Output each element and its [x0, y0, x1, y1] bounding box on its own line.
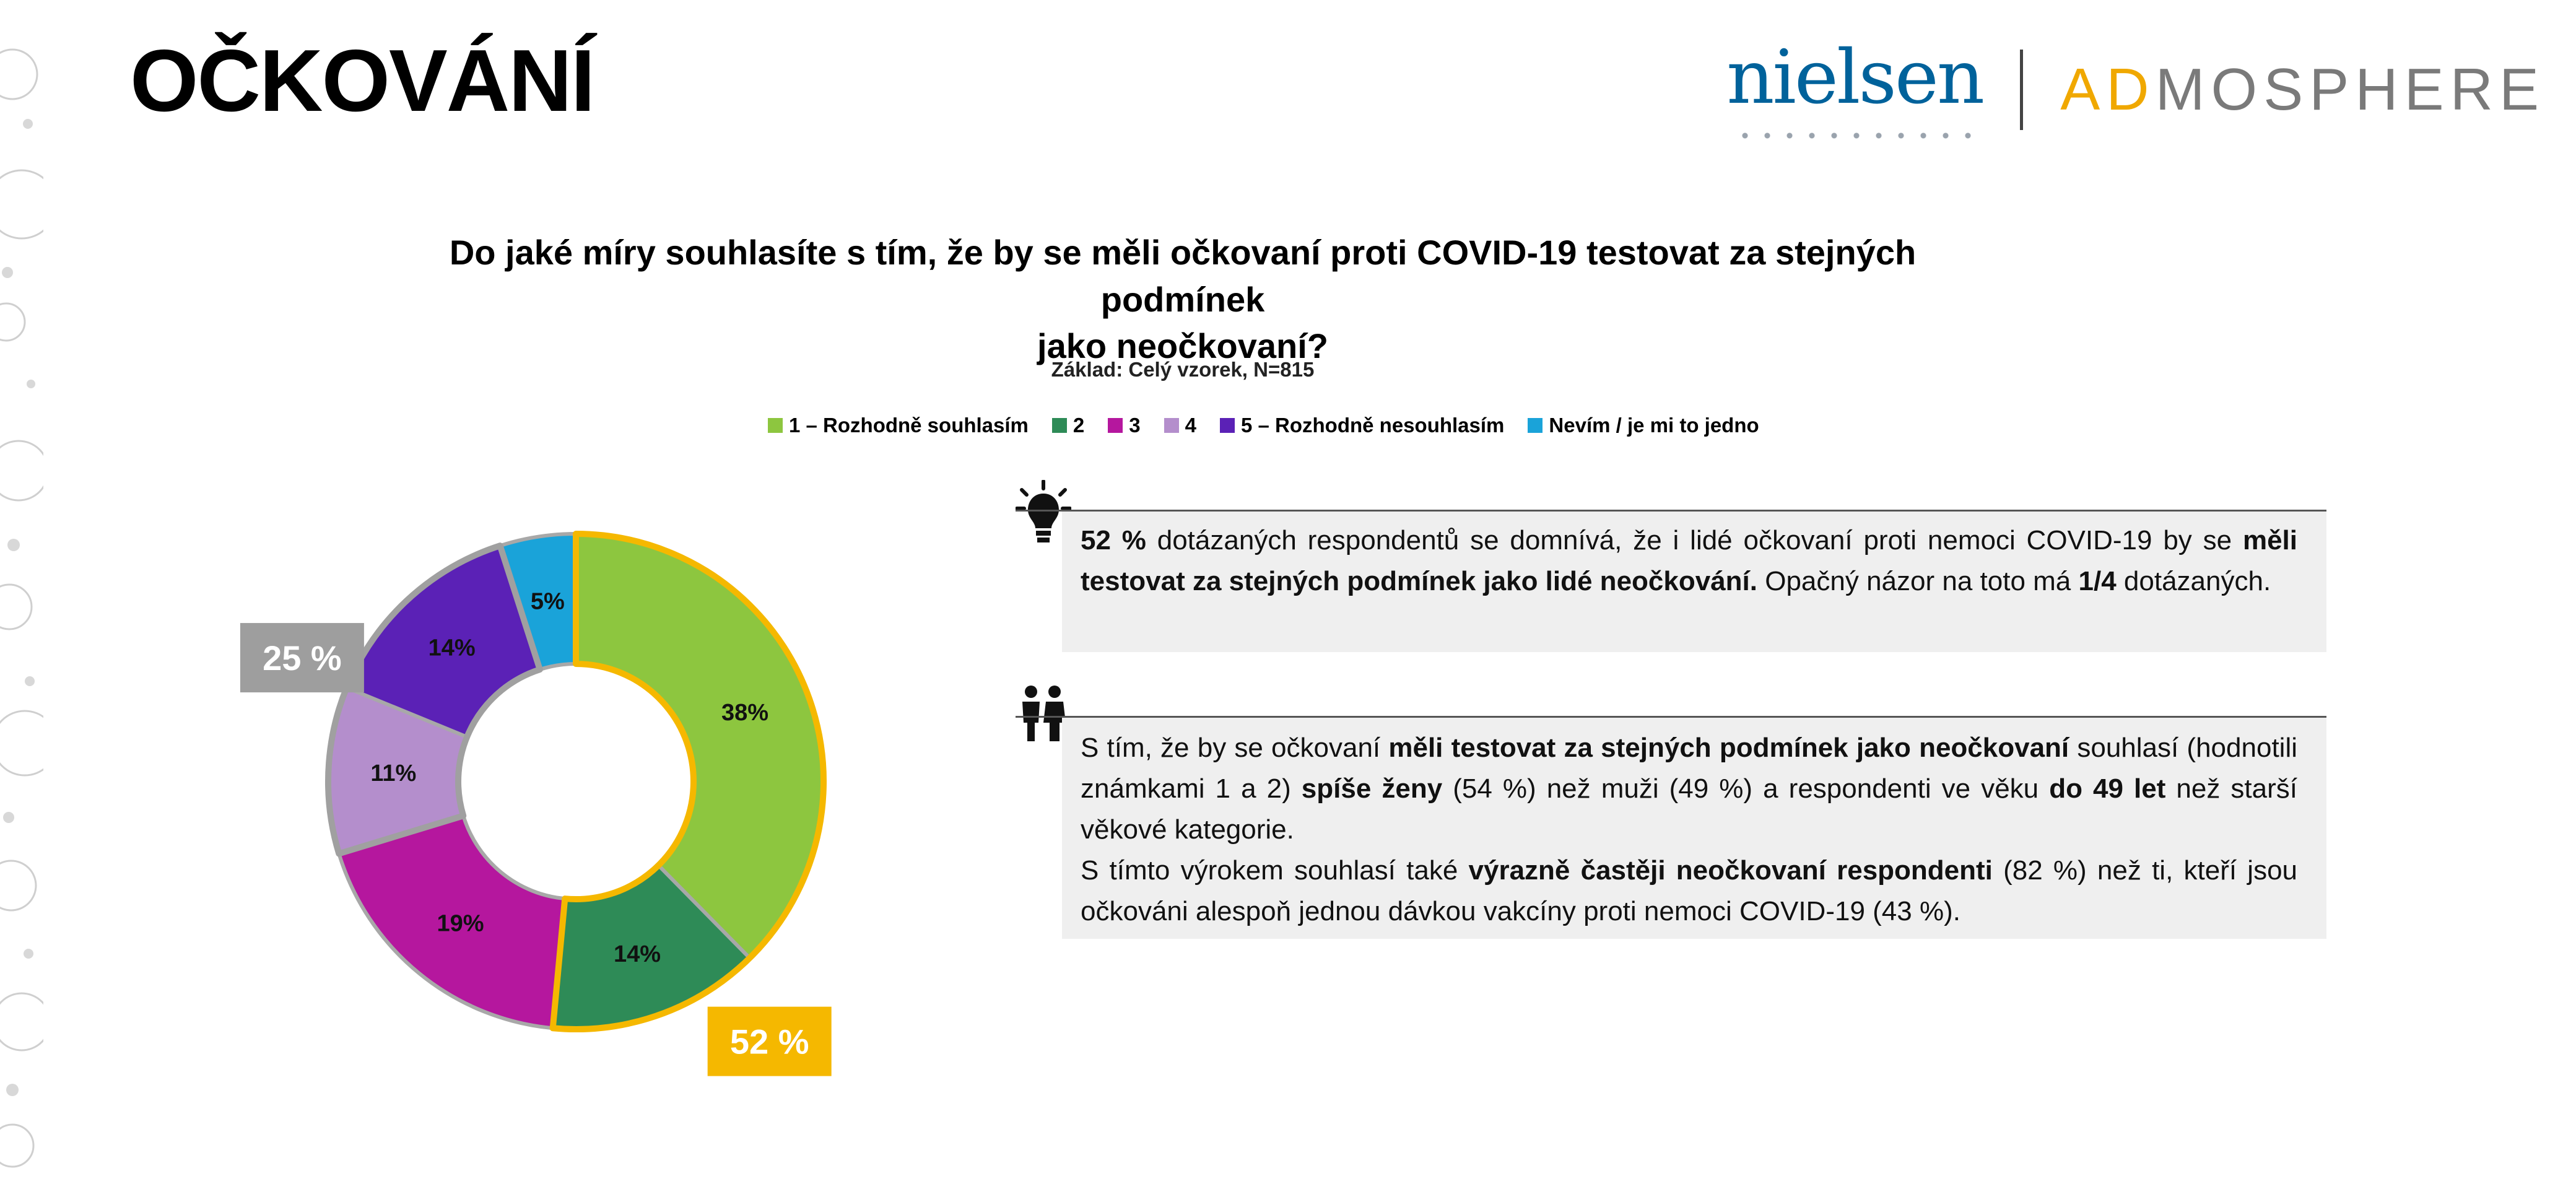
- legend-item: 3: [1108, 414, 1141, 437]
- insight-panel-2-text: S tím, že by se očkovaní měli testovat z…: [1081, 728, 2297, 932]
- slice-label: 19%: [437, 911, 484, 937]
- page-title: OČKOVÁNÍ: [130, 32, 595, 130]
- body-text: dotázaných respondentů se domnívá, že i …: [1146, 525, 2243, 555]
- insight-panel-1-rule: [1016, 510, 2326, 512]
- legend-label: 4: [1185, 414, 1196, 437]
- chart-legend: 1 – Rozhodně souhlasím 2 3 4 5 – Rozhodně ne…: [768, 414, 1783, 437]
- panel-paragraph: S tímto výrokem souhlasí také výrazně ča…: [1081, 850, 2297, 932]
- callout-box: [707, 1006, 832, 1076]
- legend-swatch: [768, 418, 783, 433]
- body-text: dotázaných.: [2116, 566, 2271, 596]
- emphasis-text: výrazně častěji neočkovaní respondenti: [1468, 855, 1993, 886]
- legend-swatch: [1164, 418, 1179, 433]
- legend-item: 1 – Rozhodně souhlasím: [768, 414, 1029, 437]
- legend-item: 2: [1051, 414, 1085, 437]
- admosphere-logo-rest: MOSPHERE: [2155, 56, 2545, 123]
- decorative-left-strip: [0, 48, 43, 1168]
- insight-panel-1: [1062, 511, 2326, 652]
- legend-label: 1 – Rozhodně souhlasím: [789, 414, 1029, 437]
- donut-group-outline: [549, 531, 827, 1032]
- legend-label: 3: [1129, 414, 1141, 437]
- emphasis-text: měli testovat za stejných podmínek jako …: [1388, 733, 2069, 763]
- base-note: Základ: Celý vzorek, N=815: [1051, 358, 1315, 381]
- legend-swatch: [1528, 418, 1543, 433]
- slice-label: 5%: [531, 589, 565, 615]
- legend-item: 4: [1164, 414, 1196, 437]
- body-text: (54 %) než muži (49 %) a respondenti ve …: [1442, 773, 2050, 804]
- body-text: (82 %) než ti, kteří jsou očkováni alesp…: [1081, 855, 2298, 926]
- admosphere-logo: ADMOSPHERE: [2060, 60, 2545, 120]
- insight-panel-2-rule: [1016, 716, 2326, 718]
- callout-label: 25 %: [263, 638, 342, 677]
- slice-label: 11%: [370, 760, 416, 786]
- body-text: Opačný názor na toto má: [1757, 566, 2079, 596]
- legend-swatch: [1219, 418, 1235, 433]
- legend-swatch: [1051, 418, 1067, 433]
- nielsen-logo-dots: [1734, 133, 1976, 139]
- logo-divider: [2020, 50, 2024, 130]
- legend-label: 2: [1073, 414, 1085, 437]
- admosphere-logo-ad: AD: [2060, 56, 2156, 123]
- slice-label: 14%: [429, 635, 476, 661]
- body-text: S tímto výrokem souhlasí také: [1081, 855, 1469, 886]
- emphasis-text: spíše ženy: [1301, 773, 1443, 804]
- nielsen-logo-text: nielsen: [1726, 35, 1985, 121]
- question-line-2: jako neočkovaní?: [1037, 326, 1328, 366]
- panel-paragraph: S tím, že by se očkovaní měli testovat z…: [1081, 728, 2297, 850]
- callout-box: [240, 623, 364, 693]
- slice-label: 38%: [721, 700, 768, 726]
- panel-paragraph: 52 % dotázaných respondentů se domnívá, …: [1081, 520, 2297, 602]
- emphasis-text: 52 %: [1081, 525, 1146, 555]
- chart-question: Do jaké míry souhlasíte s tím, že by se …: [433, 229, 1932, 370]
- legend-swatch: [1108, 418, 1123, 433]
- people-icon: [1022, 686, 1066, 741]
- question-line-1: Do jaké míry souhlasíte s tím, že by se …: [449, 233, 1917, 319]
- insight-panel-1-text: 52 % dotázaných respondentů se domnívá, …: [1081, 520, 2297, 602]
- legend-label: Nevím / je mi to jedno: [1549, 414, 1759, 437]
- callout-label: 52 %: [730, 1022, 809, 1061]
- callout-agree: 52 %: [707, 1006, 832, 1076]
- body-text: S tím, že by se očkovaní: [1081, 733, 1389, 763]
- emphasis-text: 1/4: [2078, 566, 2117, 596]
- callout-disagree: 25 %: [240, 623, 364, 693]
- legend-label: 5 – Rozhodně nesouhlasím: [1240, 414, 1505, 437]
- slice-label: 14%: [614, 941, 661, 967]
- emphasis-text: do 49 let: [2049, 773, 2166, 804]
- legend-item: Nevím / je mi to jedno: [1528, 414, 1759, 437]
- insight-panel-2: [1062, 717, 2326, 939]
- nielsen-logo: nielsen: [1726, 41, 1985, 139]
- logos: nielsen ADMOSPHERE: [1726, 41, 2545, 139]
- body-text: než starší věkové kategorie.: [1081, 773, 2297, 845]
- legend-item: 5 – Rozhodně nesouhlasím: [1219, 414, 1505, 437]
- donut-group-outline: [325, 542, 543, 857]
- donut-slice: [336, 813, 567, 1030]
- body-text: souhlasí (hodnotili známkami 1 a 2): [1081, 733, 2297, 804]
- emphasis-text: měli testovat za stejných podmínek jako …: [1081, 525, 2297, 596]
